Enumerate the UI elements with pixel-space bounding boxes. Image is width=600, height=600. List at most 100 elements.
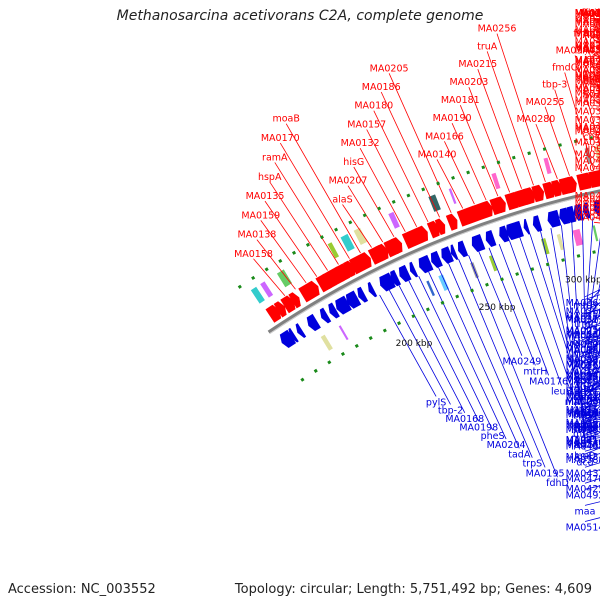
forward-gene-label: fmdB <box>581 8 600 19</box>
forward-gene-label: MA0248 <box>575 71 600 82</box>
reverse-gene-arrow <box>398 264 412 283</box>
genome-backbone <box>267 189 600 335</box>
reverse-label-leader <box>561 225 586 439</box>
forward-gene-label: MA0277 <box>575 57 600 68</box>
reverse-gene-label: MA0312 <box>566 410 600 421</box>
reverse-gene-label: cobN <box>573 424 597 435</box>
reverse-gene-label: putP <box>574 345 596 356</box>
forward-gene-label: cbiO <box>583 76 600 87</box>
forward-gene-arrow <box>531 184 545 203</box>
reverse-gene-label: MA0168 <box>445 414 484 425</box>
reverse-gene-label: modB <box>571 420 599 431</box>
reverse-gene-label: MA0468 <box>566 441 600 452</box>
forward-gene-label: MA0454 <box>575 203 600 214</box>
forward-label-leader <box>585 38 600 96</box>
forward-label-leader <box>436 159 464 209</box>
reverse-gene-arrow <box>547 209 562 228</box>
reverse-gene-arrow <box>345 290 362 309</box>
reverse-gene-label: MA0314 <box>566 435 600 446</box>
reverse-label-leader <box>408 280 480 422</box>
forward-gene-label: MA0429 <box>575 199 600 210</box>
forward-gene-label: MA0389 <box>575 150 600 161</box>
forward-gene-label: fhiC <box>585 8 600 19</box>
reverse-gene-label: mtrB <box>573 300 596 311</box>
reverse-gene-label: MA0222 <box>566 312 600 323</box>
reverse-gene-label: MA0386 <box>566 408 600 419</box>
reverse-label-leader <box>478 251 523 356</box>
forward-gene-label: alaS <box>332 195 352 206</box>
forward-gene-label: MA0426 <box>575 36 600 47</box>
forward-label-leader <box>496 33 546 183</box>
forward-gene-label: pcaC <box>582 69 600 80</box>
forward-label-leader <box>459 105 499 197</box>
reverse-gene-label: MA0361 <box>566 388 600 399</box>
forward-label-leader <box>486 51 534 186</box>
reverse-gene-label: MA0236 <box>566 396 600 407</box>
forward-gene-label: MA0135 <box>246 191 285 202</box>
forward-gene-arrow <box>390 237 403 254</box>
reverse-gene-arrow <box>457 240 469 258</box>
reverse-gene-label: MA0514 <box>566 523 600 534</box>
forward-gene-label: MA0340 <box>575 89 600 100</box>
forward-gene-label: MA0347 <box>575 99 600 110</box>
forward-gene-label: MA0373 <box>575 115 600 126</box>
forward-gene-label: MA0402 <box>575 19 600 30</box>
forward-gene-label: MA0205 <box>370 63 409 74</box>
forward-gene-label: MA0355 <box>575 83 600 94</box>
scale-label: 300 kbp <box>565 276 600 286</box>
forward-gene-label: hspA <box>258 172 282 183</box>
reverse-gene-label: MA0259 <box>566 325 600 336</box>
reverse-gene-arrow <box>306 313 321 332</box>
reverse-gene-arrow <box>582 202 591 219</box>
forward-gene-label: tbp-3 <box>542 80 567 91</box>
outer-feature-bar <box>543 157 552 175</box>
reverse-gene-label: mtrH <box>523 366 547 377</box>
reverse-gene-label: MA0229 <box>566 382 600 393</box>
reverse-gene-arrow <box>565 205 577 223</box>
reverse-gene-label: MA0478 <box>566 474 600 485</box>
reverse-label-leader <box>428 271 507 440</box>
forward-gene-arrow <box>482 200 493 218</box>
reverse-gene-label: MA0392 <box>566 377 600 388</box>
inner-feature-bar <box>438 274 450 291</box>
forward-gene-label: MA0157 <box>347 120 386 131</box>
reverse-gene-label: MA0313 <box>566 315 600 326</box>
forward-gene-label: MA0140 <box>418 149 457 160</box>
forward-gene-arrow <box>504 192 520 211</box>
forward-gene-label: MA0266 <box>575 17 600 28</box>
reverse-gene-label: MA0433 <box>566 452 600 463</box>
forward-label-leader <box>269 181 328 271</box>
reverse-label-leader <box>498 244 549 376</box>
reverse-gene-label: tadA <box>508 449 531 460</box>
forward-gene-arrow <box>273 301 287 318</box>
forward-gene-label: MA0252 <box>575 73 600 84</box>
forward-gene-label: MA0138 <box>237 230 276 241</box>
forward-gene-label: MA0170 <box>261 133 300 144</box>
reverse-gene-label: MA0342 <box>566 353 600 364</box>
forward-gene-label: ramA <box>262 152 288 163</box>
reverse-gene-label: oppC <box>573 421 598 432</box>
forward-label-leader <box>380 91 440 218</box>
reverse-label-leader <box>448 263 533 458</box>
forward-gene-arrow <box>359 252 372 269</box>
reverse-label-leader <box>584 329 600 384</box>
reverse-gene-label: MA0380 <box>566 345 600 356</box>
outer-feature-bar <box>250 286 265 304</box>
reverse-gene-label: MA0235 <box>566 372 600 383</box>
forward-gene-label: pyrH <box>583 75 600 86</box>
forward-gene-label: MA0237 <box>575 15 600 26</box>
reverse-gene-arrow <box>532 215 543 232</box>
forward-gene-label: MA0423 <box>575 163 600 174</box>
forward-gene-arrow <box>588 169 600 188</box>
forward-gene-label: MA0320 <box>575 78 600 89</box>
reverse-gene-arrow <box>441 246 454 264</box>
reverse-gene-arrow <box>559 207 571 225</box>
reverse-gene-label: MA0210 <box>566 390 600 401</box>
reverse-label-leader <box>379 294 437 397</box>
forward-gene-arrow <box>445 213 458 231</box>
reverse-gene-label: MA0204 <box>487 440 526 451</box>
forward-gene-label: MA0344 <box>556 45 595 56</box>
forward-label-leader <box>264 200 318 277</box>
forward-label-leader <box>574 55 600 148</box>
reverse-gene-label: MA0262 <box>566 360 600 371</box>
